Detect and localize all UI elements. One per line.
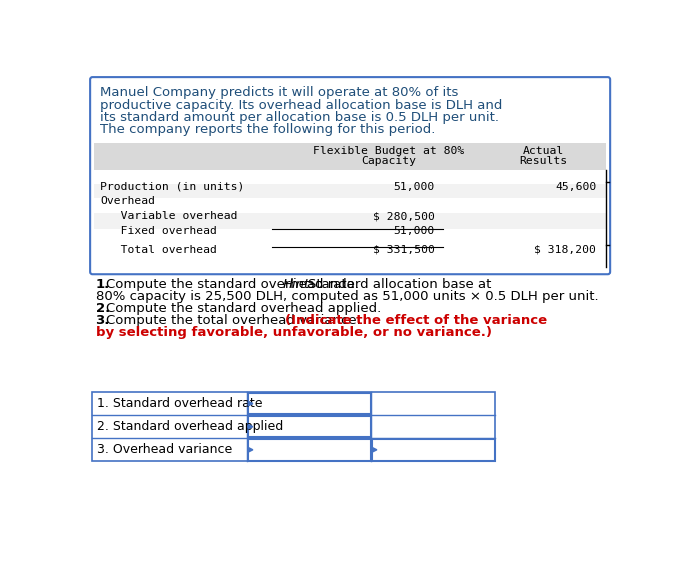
Bar — [94, 142, 607, 170]
Bar — [94, 184, 607, 198]
Text: Variable overhead: Variable overhead — [100, 211, 237, 221]
Text: productive capacity. Its overhead allocation base is DLH and: productive capacity. Its overhead alloca… — [100, 98, 502, 112]
Text: Production (in units): Production (in units) — [100, 182, 244, 192]
Text: 1.: 1. — [95, 278, 110, 291]
Text: its standard amount per allocation base is 0.5 DLH per unit.: its standard amount per allocation base … — [100, 111, 499, 124]
Text: (Indicate the effect of the variance: (Indicate the effect of the variance — [285, 314, 546, 327]
Bar — [92, 392, 495, 462]
Text: Capacity: Capacity — [361, 156, 416, 166]
Text: 51,000: 51,000 — [394, 227, 435, 236]
Text: $ 280,500: $ 280,500 — [373, 211, 435, 221]
Text: Fixed overhead: Fixed overhead — [100, 227, 217, 236]
Bar — [94, 213, 607, 229]
Bar — [94, 198, 607, 213]
Text: $ 331,500: $ 331,500 — [373, 245, 435, 255]
Text: Manuel Company predicts it will operate at 80% of its: Manuel Company predicts it will operate … — [100, 86, 459, 100]
Text: 3.: 3. — [95, 314, 110, 327]
Text: Compute the standard overhead rate.: Compute the standard overhead rate. — [106, 278, 364, 291]
Text: Compute the standard overhead applied.: Compute the standard overhead applied. — [106, 302, 382, 315]
Text: Compute the total overhead variance.: Compute the total overhead variance. — [106, 314, 366, 327]
Bar — [372, 439, 495, 460]
Text: Results: Results — [520, 156, 568, 166]
Bar — [248, 439, 371, 460]
Bar — [94, 229, 607, 247]
Text: Hint:: Hint: — [283, 278, 315, 291]
Text: Overhead: Overhead — [100, 196, 155, 206]
Text: The company reports the following for this period.: The company reports the following for th… — [100, 124, 435, 136]
Bar — [248, 416, 371, 438]
Text: 2. Standard overhead applied: 2. Standard overhead applied — [97, 420, 284, 433]
Bar — [94, 170, 607, 184]
Text: 45,600: 45,600 — [555, 182, 596, 192]
Text: Standard allocation base at: Standard allocation base at — [308, 278, 491, 291]
Text: by selecting favorable, unfavorable, or no variance.): by selecting favorable, unfavorable, or … — [95, 326, 491, 339]
Text: 1. Standard overhead rate: 1. Standard overhead rate — [97, 397, 263, 410]
Text: 51,000: 51,000 — [394, 182, 435, 192]
Polygon shape — [372, 447, 377, 452]
Text: $ 318,200: $ 318,200 — [534, 245, 596, 255]
Polygon shape — [248, 402, 253, 406]
Polygon shape — [248, 447, 253, 452]
FancyBboxPatch shape — [90, 77, 610, 274]
Text: 2.: 2. — [95, 302, 110, 315]
Text: 80% capacity is 25,500 DLH, computed as 51,000 units × 0.5 DLH per unit.: 80% capacity is 25,500 DLH, computed as … — [95, 289, 598, 303]
Bar — [248, 393, 371, 414]
Polygon shape — [248, 424, 253, 429]
Text: Total overhead: Total overhead — [100, 245, 217, 255]
Text: Flexible Budget at 80%: Flexible Budget at 80% — [313, 146, 464, 156]
Text: 3. Overhead variance: 3. Overhead variance — [97, 443, 233, 456]
Text: Actual: Actual — [523, 146, 564, 156]
